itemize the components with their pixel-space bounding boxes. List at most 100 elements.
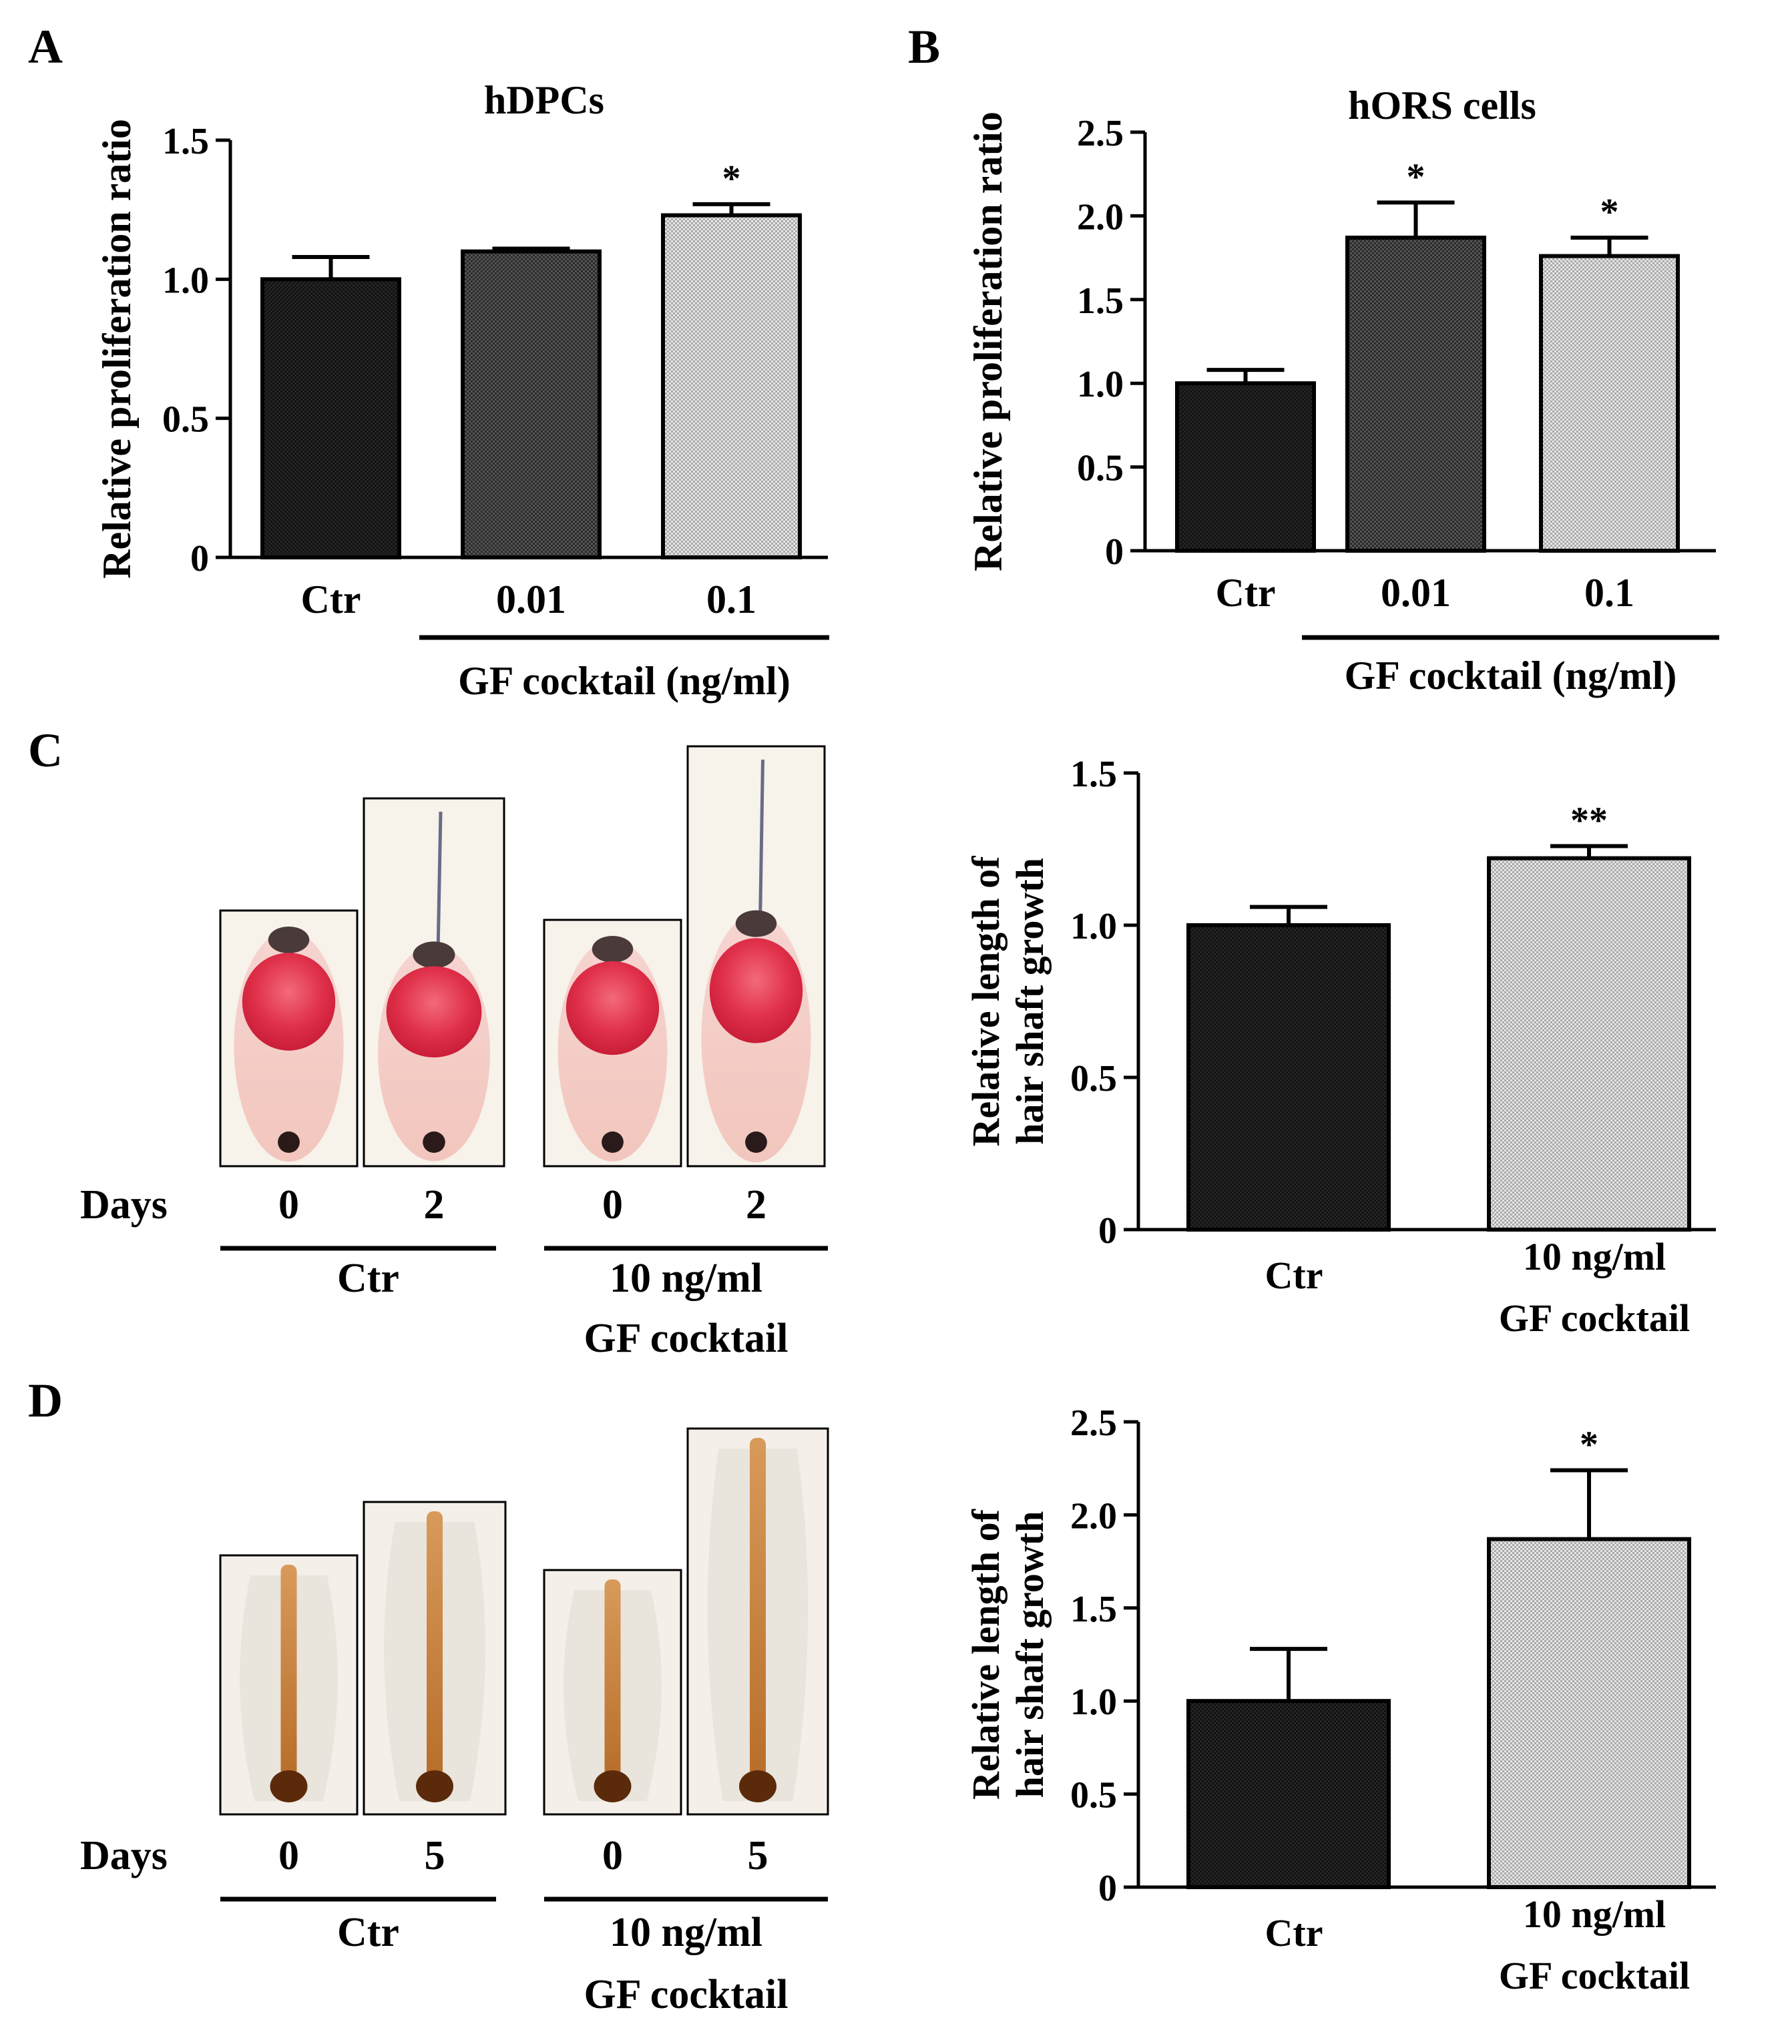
y-tick-label: 1.0: [1070, 1682, 1117, 1723]
day-label: 2: [424, 1182, 445, 1228]
group-label: GF cocktail (ng/ml): [1345, 654, 1677, 698]
x-tick-label: 10 ng/ml: [1523, 1235, 1666, 1278]
significance-marker: *: [1407, 156, 1425, 198]
chart-b: hORS cells 0 0.5 1.0 1.5 2.0 2.5 Relative proli…: [966, 83, 1719, 698]
photo-frame: [543, 1569, 682, 1816]
y-tick-label: 0.5: [162, 399, 209, 441]
photo-border: [363, 797, 505, 1168]
x-tick-label: GF cocktail: [1499, 1954, 1690, 1997]
x-tick-label: Ctr: [1265, 1254, 1323, 1297]
significance-marker: *: [1580, 1424, 1598, 1465]
hair-shaft: [758, 759, 764, 923]
hair-shaft: [280, 1565, 297, 1777]
photo-panel-c: 0 2 0 2 Days Ctr 10 ng/ml GF cocktail: [80, 745, 828, 1361]
chart-d: 0 0.5 1.0 1.5 2.0 2.5 Relative length ofhair s…: [964, 1402, 1716, 1997]
bar: [1186, 1699, 1391, 1889]
photo-border: [686, 745, 826, 1168]
y-tick-label: 2.0: [1070, 1495, 1117, 1537]
x-tick-label: GF cocktail: [1499, 1296, 1690, 1340]
bar: [1186, 923, 1391, 1232]
panel-label-b: B: [908, 20, 940, 73]
y-axis-label: Relative length ofhair shaft growth: [964, 856, 1052, 1147]
bar: [461, 249, 602, 559]
x-tick-label: Ctr: [1216, 571, 1276, 615]
photo-border: [363, 1501, 507, 1816]
follicle-tip: [268, 927, 310, 953]
y-axis-label: Relative proliferation ratio: [95, 119, 139, 579]
treatment-group-label: GF cocktail: [584, 1972, 789, 2017]
bar: [1487, 856, 1691, 1232]
x-tick-label: Ctr: [1265, 1911, 1323, 1955]
y-axis-label-line: hair shaft growth: [1008, 858, 1052, 1145]
photo-frame: [543, 919, 682, 1168]
y-tick-label: 1.5: [1077, 280, 1124, 322]
photo-frame: [219, 1554, 359, 1816]
ctr-group-label: Ctr: [337, 1910, 399, 1955]
y-tick-label: 1.0: [1077, 364, 1124, 405]
y-tick-label: 0.5: [1070, 1058, 1117, 1099]
ctr-group-label: Ctr: [337, 1256, 399, 1301]
follicle-stain: [566, 961, 660, 1055]
treatment-group-label: 10 ng/ml: [610, 1910, 762, 1955]
y-tick-label: 0: [1098, 1210, 1117, 1252]
chart-title: hDPCs: [484, 78, 604, 122]
hair-bulb: [739, 1770, 776, 1802]
day-label: 5: [748, 1833, 768, 1878]
day-label: 0: [278, 1833, 299, 1878]
day-label: 2: [746, 1182, 766, 1228]
x-tick-label: Ctr: [301, 577, 361, 621]
y-axis-label: Relative length ofhair shaft growth: [964, 1509, 1052, 1800]
photo-border: [543, 919, 682, 1168]
day-label: 5: [425, 1833, 445, 1878]
bar: [1175, 381, 1316, 553]
hair-shaft: [436, 811, 443, 953]
dermal-papilla: [745, 1131, 767, 1153]
photo-frame: [363, 797, 505, 1168]
x-tick-label: 0.01: [496, 577, 566, 621]
dermal-papilla: [278, 1131, 300, 1153]
y-axis-label-line: Relative length of: [964, 856, 1007, 1147]
bar: [260, 277, 401, 559]
y-axis-label-line: Relative length of: [964, 1509, 1007, 1800]
y-tick-label: 1.5: [1070, 1589, 1117, 1630]
y-tick-label: 0: [1105, 531, 1124, 573]
y-axis-label-line: hair shaft growth: [1008, 1511, 1052, 1798]
photo-border: [219, 909, 359, 1168]
photo-border: [543, 1569, 682, 1816]
photo-frame: [363, 1501, 507, 1816]
photo-border: [686, 1427, 829, 1816]
follicle-stain: [709, 938, 803, 1043]
photo-border: [219, 1554, 359, 1816]
significance-marker: **: [1570, 800, 1608, 841]
dermal-papilla: [602, 1131, 624, 1153]
y-tick-label: 1.0: [162, 260, 209, 301]
day-label: 0: [602, 1182, 623, 1228]
photo-frame: [219, 909, 359, 1168]
photo-frame: [686, 1427, 829, 1816]
hair-bulb: [270, 1770, 308, 1802]
y-tick-label: 2.0: [1077, 196, 1124, 238]
y-tick-label: 1.0: [1070, 906, 1117, 947]
significance-marker: *: [722, 158, 741, 200]
chart-a: hDPCs 0 0.5 1.0 1.5 Relative proliferation ra…: [95, 78, 829, 703]
y-tick-label: 1.5: [1070, 754, 1117, 795]
group-label: GF cocktail (ng/ml): [458, 659, 791, 703]
follicle-stain: [386, 966, 482, 1058]
photo-frame: [686, 745, 826, 1168]
follicle-stain: [242, 953, 336, 1051]
days-label: Days: [80, 1833, 168, 1878]
bar: [1487, 1537, 1691, 1890]
bar: [1345, 236, 1486, 553]
bar: [661, 213, 802, 559]
hair-shaft: [750, 1438, 766, 1777]
panel-label-d: D: [28, 1374, 63, 1427]
x-tick-label: 0.01: [1381, 571, 1451, 615]
x-tick-label: 0.1: [1584, 571, 1634, 615]
panel-label-c: C: [28, 724, 63, 777]
treatment-group-label: GF cocktail: [584, 1316, 789, 1361]
day-label: 0: [602, 1833, 623, 1878]
chart-c: 0 0.5 1.0 1.5 Relative length ofhair shaft g…: [964, 754, 1716, 1340]
days-label: Days: [80, 1182, 168, 1228]
treatment-group-label: 10 ng/ml: [610, 1256, 762, 1301]
day-label: 0: [278, 1182, 299, 1228]
